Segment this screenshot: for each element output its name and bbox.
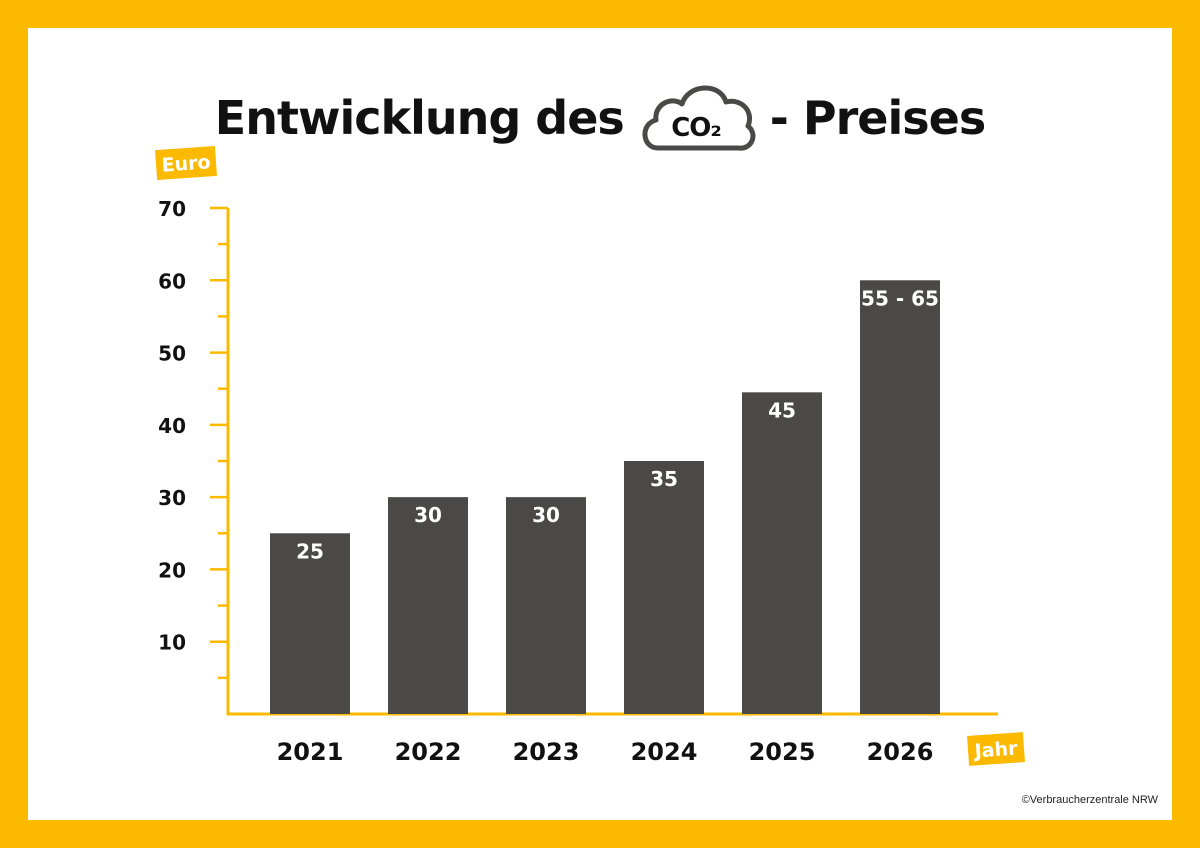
x-tick-label: 2021: [277, 738, 344, 766]
y-axis-label-tag: Euro: [155, 145, 217, 181]
x-tick-label: 2023: [513, 738, 580, 766]
bar-value-label: 45: [768, 398, 796, 422]
x-axis-label-badge: [967, 732, 1025, 766]
y-tick-label: 60: [158, 269, 186, 293]
bar-value-label: 25: [296, 539, 324, 563]
x-tick-label: 2025: [749, 738, 816, 766]
y-tick-label: 30: [158, 486, 186, 510]
y-axis-label-badge: [155, 145, 217, 181]
title-text-after: - Preises: [769, 91, 986, 145]
chart-title: Entwicklung des CO₂ - Preises: [0, 78, 1200, 158]
y-axis-label: Euro: [161, 151, 211, 176]
x-tick-label: 2022: [395, 738, 462, 766]
x-axis-label-tag: Jahr: [967, 732, 1025, 766]
title-text-before: Entwicklung des: [214, 91, 625, 145]
bar: [624, 461, 704, 714]
y-tick-label: 10: [158, 631, 186, 655]
x-tick-label: 2026: [867, 738, 934, 766]
bar: [270, 533, 350, 714]
bar-value-label: 35: [650, 467, 678, 491]
y-tick-label: 50: [158, 342, 186, 366]
bar-value-label: 55 - 65: [861, 286, 939, 310]
co2-cloud-icon: CO₂: [642, 85, 756, 151]
bar-value-label: 30: [532, 503, 560, 527]
bar: [860, 280, 940, 714]
y-tick-label: 40: [158, 414, 186, 438]
bar: [506, 497, 586, 714]
x-axis-label: Jahr: [972, 737, 1019, 762]
bar: [388, 497, 468, 714]
x-tick-label: 2024: [631, 738, 698, 766]
copyright-notice: ©Verbraucherzentrale NRW: [1021, 794, 1158, 806]
y-tick-label: 20: [158, 558, 186, 582]
bar-value-label: 30: [414, 503, 442, 527]
y-tick-label: 70: [158, 197, 186, 221]
co2-label: CO₂: [671, 113, 721, 143]
bar: [742, 392, 822, 714]
